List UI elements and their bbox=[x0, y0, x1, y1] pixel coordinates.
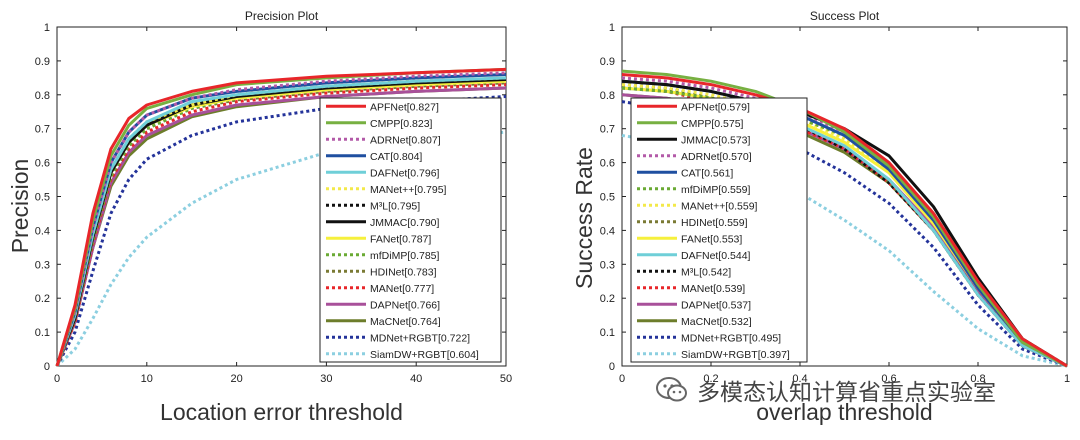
series-line bbox=[55, 67, 507, 367]
y-tick-label: 0.8 bbox=[35, 90, 50, 102]
y-tick-label: 0.8 bbox=[600, 90, 615, 102]
legend-label: JMMAC[0.573] bbox=[681, 134, 751, 146]
series-lines bbox=[55, 67, 507, 368]
legend: APFNet[0.579] CMPP[0.575] JMMAC[0.573] ADRN… bbox=[630, 97, 808, 363]
x-tick-label: 0 bbox=[54, 373, 60, 385]
legend-label: DAFNet[0.544] bbox=[681, 250, 751, 262]
legend-label: ADRNet[0.807] bbox=[370, 134, 441, 146]
chart-title: Success Plot bbox=[810, 9, 880, 23]
y-tick-label: 0.2 bbox=[35, 293, 50, 305]
legend: APFNet[0.827] CMPP[0.823] ADRNet[0.807] CAT… bbox=[319, 97, 502, 363]
x-tick-label: 0.2 bbox=[703, 373, 718, 385]
y-tick-label: 0.7 bbox=[600, 124, 615, 136]
watermark: 多模态认知计算省重点实验室 bbox=[655, 370, 1055, 410]
legend-box bbox=[319, 97, 502, 363]
legend-label: MDNet+RGBT[0.495] bbox=[681, 332, 781, 344]
legend-label: CAT[0.804] bbox=[370, 151, 422, 163]
legend-label: MANet[0.539] bbox=[681, 283, 745, 295]
x-tick-label: 1 bbox=[1064, 373, 1070, 385]
y-tick-label: 1 bbox=[44, 22, 50, 34]
y-tick-label: 0.5 bbox=[600, 192, 615, 204]
series-line bbox=[621, 73, 1068, 368]
series-line bbox=[621, 69, 1068, 368]
series-line bbox=[621, 100, 1068, 368]
y-tick-label: 0 bbox=[609, 361, 615, 373]
wechat-icon bbox=[656, 377, 687, 402]
y-tick-label: 0.6 bbox=[600, 158, 615, 170]
x-tick-label: 20 bbox=[230, 373, 242, 385]
series-line bbox=[55, 83, 507, 367]
y-tick-label: 0.5 bbox=[35, 192, 50, 204]
legend-label: mfDiMP[0.785] bbox=[370, 250, 440, 262]
chart-title: Precision Plot bbox=[245, 9, 319, 23]
y-tick-label: 0 bbox=[44, 361, 50, 373]
y-tick-label: 0.6 bbox=[35, 158, 50, 170]
watermark-text: 多模态认知计算省重点实验室 bbox=[697, 380, 996, 406]
y-axis-label: Precision bbox=[7, 159, 33, 254]
y-axis-label: Success Rate bbox=[571, 147, 597, 289]
legend-label: APFNet[0.579] bbox=[681, 101, 750, 113]
x-tick-label: 50 bbox=[500, 373, 512, 385]
y-tick-label: 0.1 bbox=[600, 327, 615, 339]
x-tick-label: 0.6 bbox=[881, 373, 896, 385]
x-tick-label: 10 bbox=[141, 373, 153, 385]
legend-label: CMPP[0.575] bbox=[681, 118, 744, 130]
x-axis-label: overlap threshold bbox=[756, 399, 932, 425]
legend-label: ADRNet[0.570] bbox=[681, 151, 752, 163]
legend-label: M³L[0.795] bbox=[370, 200, 420, 212]
legend-label: FANet[0.553] bbox=[681, 233, 742, 245]
legend-label: M³L[0.542] bbox=[681, 266, 731, 278]
y-tick-label: 0.3 bbox=[35, 259, 50, 271]
series-line bbox=[621, 134, 1068, 368]
y-tick-label: 0.4 bbox=[600, 225, 615, 237]
legend-label: MDNet+RGBT[0.722] bbox=[370, 332, 470, 344]
x-tick-label: 0 bbox=[619, 373, 625, 385]
legend-label: SiamDW+RGBT[0.397] bbox=[681, 349, 790, 361]
legend-label: HDINet[0.559] bbox=[681, 217, 748, 229]
x-tick-label: 0.4 bbox=[792, 373, 807, 385]
legend-label: MANet[0.777] bbox=[370, 283, 434, 295]
legend-label: mfDiMP[0.559] bbox=[681, 184, 751, 196]
legend-label: MANet++[0.795] bbox=[370, 184, 447, 196]
legend-box bbox=[630, 97, 808, 363]
legend-label: APFNet[0.827] bbox=[370, 101, 439, 113]
y-tick-label: 1 bbox=[609, 22, 615, 34]
y-tick-label: 0.1 bbox=[35, 327, 50, 339]
legend-label: SiamDW+RGBT[0.604] bbox=[370, 349, 479, 361]
legend-label: MANet++[0.559] bbox=[681, 200, 758, 212]
x-tick-label: 40 bbox=[410, 373, 422, 385]
legend-label: MaCNet[0.532] bbox=[681, 316, 752, 328]
series-line bbox=[55, 130, 507, 368]
x-tick-label: 30 bbox=[320, 373, 332, 385]
chart-1: Precision Plot 0 0.1 0.2 0.3 0.4 0.5 0.6 0.7 0.8 0… bbox=[7, 9, 512, 425]
y-tick-label: 0.4 bbox=[35, 225, 50, 237]
y-tick-label: 0.7 bbox=[35, 124, 50, 136]
legend-label: MaCNet[0.764] bbox=[370, 316, 441, 328]
legend-label: DAPNet[0.766] bbox=[370, 299, 440, 311]
y-tick-label: 0.2 bbox=[600, 293, 615, 305]
y-tick-label: 0.3 bbox=[600, 259, 615, 271]
legend-label: CMPP[0.823] bbox=[370, 118, 433, 130]
x-axis-label: Location error threshold bbox=[160, 399, 403, 425]
legend-label: FANet[0.787] bbox=[370, 233, 431, 245]
chart-2: Success Plot 0 0.1 0.2 0.3 0.4 0.5 0.6 0.7 0.8 0.9… bbox=[571, 9, 1070, 425]
x-tick-label: 0.8 bbox=[970, 373, 985, 385]
y-tick-label: 0.9 bbox=[600, 56, 615, 68]
legend-label: DAFNet[0.796] bbox=[370, 167, 440, 179]
legend-label: JMMAC[0.790] bbox=[370, 217, 440, 229]
legend-label: DAPNet[0.537] bbox=[681, 299, 751, 311]
y-tick-label: 0.9 bbox=[35, 56, 50, 68]
legend-label: CAT[0.561] bbox=[681, 167, 733, 179]
legend-label: HDINet[0.783] bbox=[370, 266, 437, 278]
